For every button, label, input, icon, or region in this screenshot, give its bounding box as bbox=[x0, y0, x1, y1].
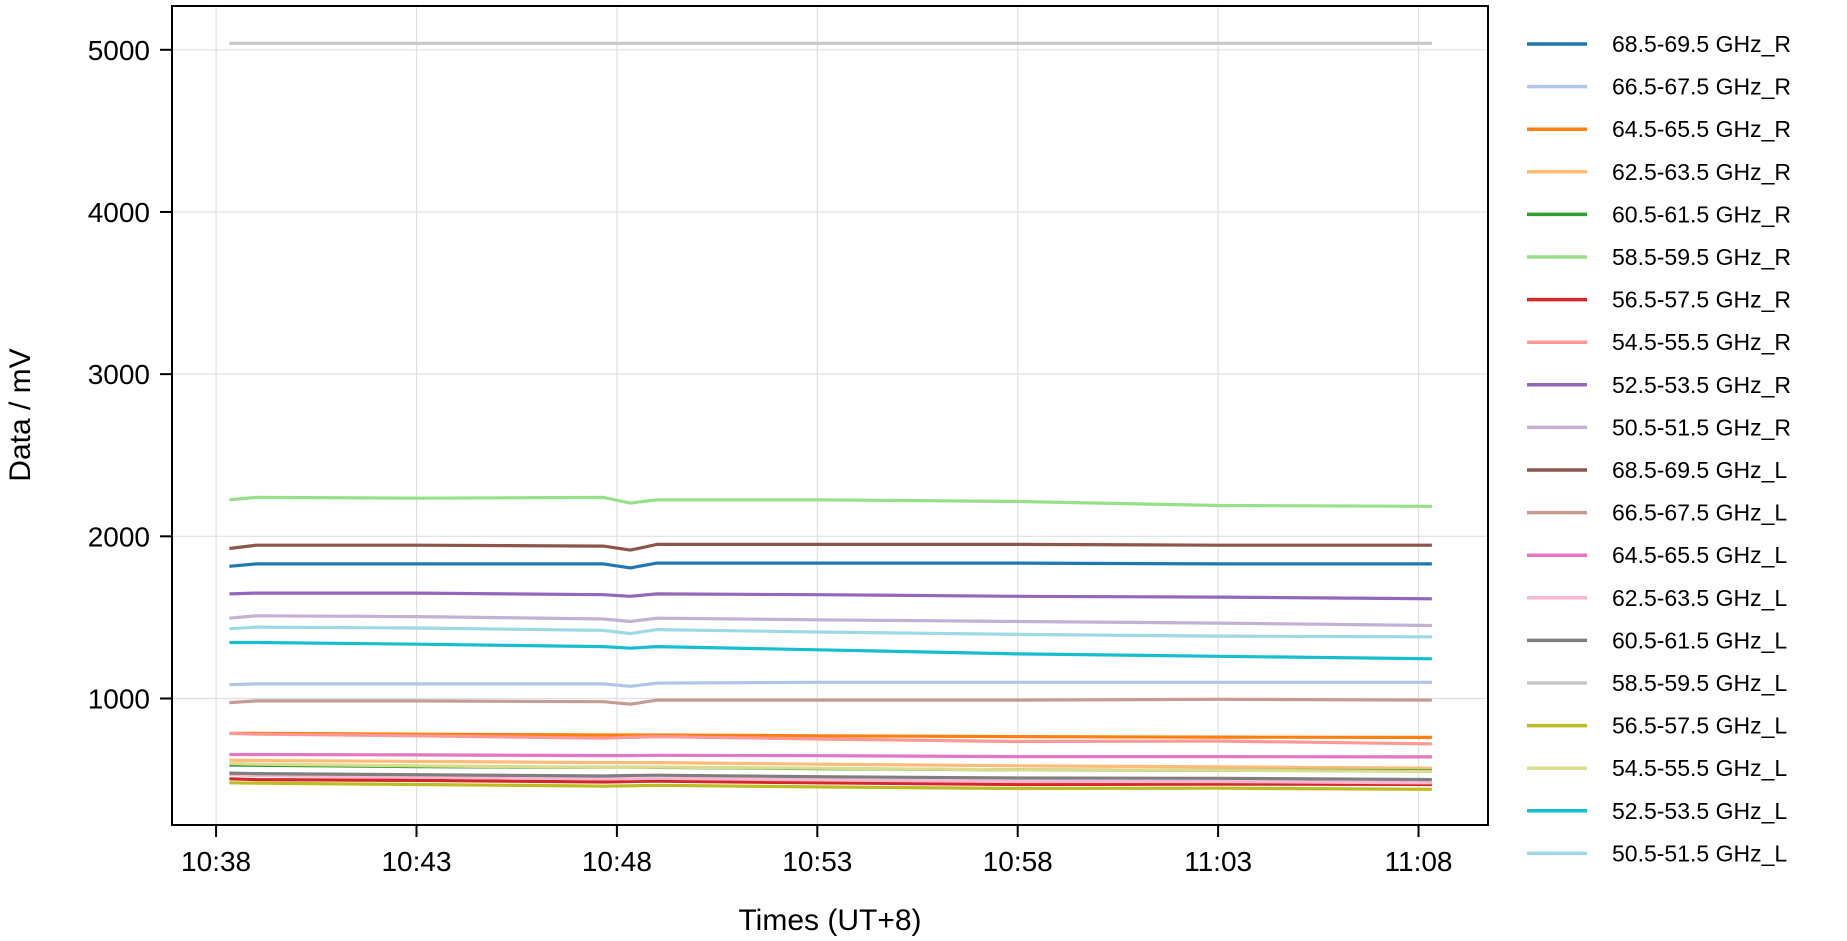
y-tick-label: 2000 bbox=[88, 521, 150, 552]
legend-label: 52.5-53.5 GHz_R bbox=[1612, 372, 1791, 398]
legend-label: 60.5-61.5 GHz_L bbox=[1612, 627, 1787, 653]
series-lines bbox=[229, 41, 1432, 791]
legend-label: 52.5-53.5 GHz_L bbox=[1612, 798, 1787, 824]
series-line bbox=[229, 614, 1432, 628]
series-line bbox=[229, 773, 1432, 785]
plot-frame bbox=[171, 5, 1489, 826]
legend-label: 64.5-65.5 GHz_R bbox=[1612, 116, 1791, 142]
legend-label: 64.5-65.5 GHz_L bbox=[1612, 542, 1787, 568]
legend-label: 58.5-59.5 GHz_R bbox=[1612, 244, 1791, 270]
x-tick-label: 11:08 bbox=[1385, 846, 1453, 877]
series-line bbox=[229, 495, 1432, 508]
series-line bbox=[229, 542, 1432, 552]
x-tick-label: 10:58 bbox=[983, 846, 1053, 877]
series-line bbox=[229, 771, 1432, 782]
x-tick-label: 10:43 bbox=[381, 846, 451, 877]
series-line bbox=[229, 758, 1432, 770]
y-tick-label: 3000 bbox=[88, 359, 150, 390]
series-line bbox=[229, 680, 1432, 688]
legend-label: 60.5-61.5 GHz_R bbox=[1612, 201, 1791, 227]
legend-label: 54.5-55.5 GHz_L bbox=[1612, 755, 1787, 781]
series-line bbox=[229, 777, 1432, 787]
x-tick-label: 10:53 bbox=[782, 846, 852, 877]
x-tick-label: 10:48 bbox=[582, 846, 652, 877]
axis-ticks: 10:38 10:43 10:48 10:53 10:58 11:03 11:08 1000 2… bbox=[88, 35, 1453, 877]
legend-label: 66.5-67.5 GHz_L bbox=[1612, 500, 1787, 526]
legend: 68.5-69.5 GHz_R 66.5-67.5 GHz_R 64.5-65.5 … bbox=[1527, 31, 1791, 866]
series-line bbox=[229, 561, 1432, 570]
series-line bbox=[229, 761, 1432, 774]
legend-label: 68.5-69.5 GHz_R bbox=[1612, 31, 1791, 57]
y-tick-label: 5000 bbox=[88, 35, 150, 66]
x-tick-label: 10:38 bbox=[181, 846, 251, 877]
legend-label: 58.5-59.5 GHz_L bbox=[1612, 670, 1787, 696]
legend-label: 68.5-69.5 GHz_L bbox=[1612, 457, 1787, 483]
y-axis-label: Data / mV bbox=[4, 348, 37, 481]
legend-label: 54.5-55.5 GHz_R bbox=[1612, 329, 1791, 355]
series-line bbox=[229, 591, 1432, 601]
series-line bbox=[229, 781, 1432, 791]
x-axis-label: Times (UT+8) bbox=[738, 904, 921, 937]
series-line bbox=[229, 625, 1432, 639]
series-line bbox=[229, 731, 1432, 746]
series-line bbox=[229, 697, 1432, 706]
legend-label: 56.5-57.5 GHz_L bbox=[1612, 713, 1787, 739]
legend-label: 66.5-67.5 GHz_R bbox=[1612, 74, 1791, 100]
legend-label: 62.5-63.5 GHz_L bbox=[1612, 585, 1787, 611]
series-line bbox=[229, 752, 1432, 759]
legend-label: 50.5-51.5 GHz_R bbox=[1612, 414, 1791, 440]
y-tick-label: 1000 bbox=[88, 684, 150, 715]
legend-label: 62.5-63.5 GHz_R bbox=[1612, 159, 1791, 185]
legend-label: 56.5-57.5 GHz_R bbox=[1612, 287, 1791, 313]
y-tick-label: 4000 bbox=[88, 197, 150, 228]
series-line bbox=[229, 640, 1432, 661]
x-tick-label: 11:03 bbox=[1184, 846, 1252, 877]
grid bbox=[172, 6, 1488, 825]
legend-label: 50.5-51.5 GHz_L bbox=[1612, 840, 1787, 866]
